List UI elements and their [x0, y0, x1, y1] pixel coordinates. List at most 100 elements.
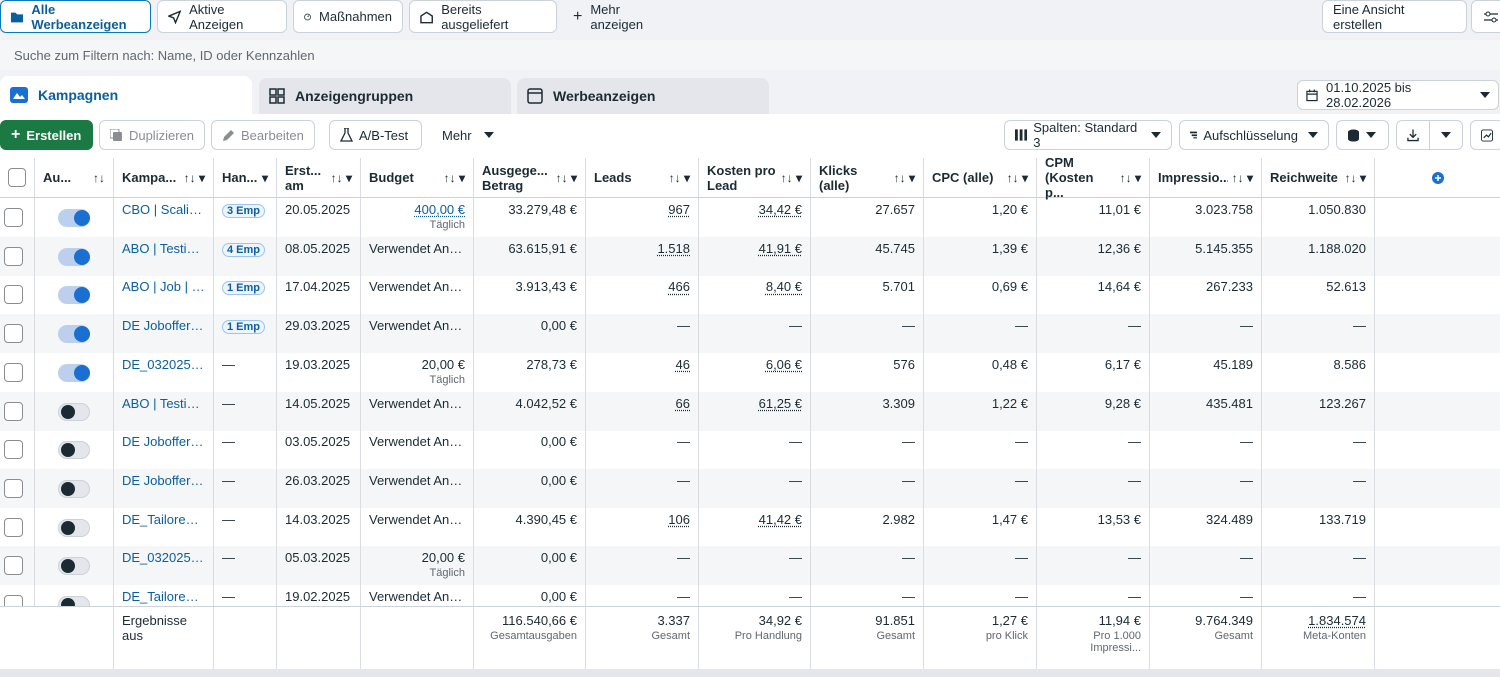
recommendation-badge[interactable]: 1 Emp — [222, 320, 265, 334]
column-header-status[interactable]: Au... ↑↓ — [35, 158, 114, 198]
row-checkbox[interactable] — [4, 324, 23, 343]
table-row[interactable]: ABO | Testing... 4 Emp Verwendet Anz... 08.… — [0, 237, 1500, 276]
table-row[interactable]: DE_032025_... — 20,00 € Täglich 19.03.2025 27… — [0, 353, 1500, 392]
cpm-value: 6,17 € — [1105, 357, 1141, 372]
column-header-cost-per-lead[interactable]: Kosten pro Lead ↑↓ ▾ — [699, 158, 811, 198]
row-checkbox[interactable] — [4, 208, 23, 227]
column-header-spent[interactable]: Ausgege... Betrag ↑↓ ▾ — [474, 158, 586, 198]
status-toggle[interactable] — [58, 286, 90, 304]
more-button[interactable]: Mehr — [432, 120, 502, 150]
table-row[interactable]: DE Joboffer -... — Verwendet Anz... 26.03.2… — [0, 469, 1500, 508]
column-header-campaign[interactable]: Kampa... ↑↓ ▾ — [114, 158, 214, 198]
row-checkbox[interactable] — [4, 440, 23, 459]
date-range-picker[interactable]: 01.10.2025 bis 28.02.2026 — [1297, 80, 1499, 110]
cpl-value: 34,42 € — [759, 202, 802, 217]
edit-button[interactable]: Bearbeiten — [211, 120, 315, 150]
campaign-name-link[interactable]: ABO | Testing... — [114, 237, 214, 276]
status-toggle[interactable] — [58, 519, 90, 537]
pencil-icon — [222, 129, 235, 142]
status-toggle[interactable] — [58, 441, 90, 459]
recommendation-badge[interactable]: 3 Emp — [222, 204, 265, 218]
campaign-name-link[interactable]: DE Joboffer -... — [114, 469, 214, 508]
tab-delivered[interactable]: Bereits ausgeliefert — [409, 0, 557, 33]
tab-ads[interactable]: Werbeanzeigen — [517, 78, 769, 114]
footer-reach: 1.834.574 Meta-Konten — [1262, 607, 1375, 671]
row-checkbox[interactable] — [4, 247, 23, 266]
add-column-button[interactable] — [1375, 158, 1500, 198]
tab-all-ads[interactable]: Alle Werbeanzeigen — [0, 0, 151, 33]
column-header-clicks[interactable]: Klicks (alle) ↑↓ ▾ — [811, 158, 924, 198]
status-toggle[interactable] — [58, 364, 90, 382]
status-toggle[interactable] — [58, 403, 90, 421]
row-checkbox[interactable] — [4, 285, 23, 304]
create-button[interactable]: + Erstellen — [0, 120, 93, 150]
campaign-name-link[interactable]: ABO | Testing... — [114, 392, 214, 431]
status-toggle[interactable] — [58, 209, 90, 227]
campaign-name-link[interactable]: DE_Tailored l... — [114, 508, 214, 547]
chart-view-button[interactable] — [1470, 120, 1500, 150]
cpc-value: 1,22 € — [992, 396, 1028, 411]
status-toggle[interactable] — [58, 480, 90, 498]
create-view-button[interactable]: Eine Ansicht erstellen — [1322, 0, 1467, 33]
campaign-name-link[interactable]: DE_032025_... — [114, 353, 214, 392]
campaign-name-link[interactable]: DE Joboffer -... — [114, 314, 214, 353]
cpm-cell: 9,28 € — [1037, 392, 1150, 431]
campaign-name-link[interactable]: ABO | Job | N... — [114, 275, 214, 314]
campaign-name-link[interactable]: CBO | Scaling... — [114, 198, 214, 237]
export-button[interactable] — [1396, 120, 1430, 150]
row-checkbox[interactable] — [4, 402, 23, 421]
cpl-value: — — [789, 473, 802, 488]
table-row[interactable]: DE Joboffer -... — Verwendet Anz... 03.05.2… — [0, 430, 1500, 469]
table-row[interactable]: ABO | Job | N... 1 Emp Verwendet Anz... 17.… — [0, 275, 1500, 314]
budget-cell: Verwendet Anz... — [361, 237, 474, 276]
column-header-reach[interactable]: Reichweite ↑↓ ▾ — [1262, 158, 1375, 198]
campaign-name-link[interactable]: DE Joboffer -... — [114, 430, 214, 469]
column-header-cpc[interactable]: CPC (alle) ↑↓ ▾ — [924, 158, 1037, 198]
status-toggle[interactable] — [58, 557, 90, 575]
footer-cpl: 34,92 € Pro Handlung — [699, 607, 811, 671]
campaign-name-link[interactable]: DE_032025_... — [114, 546, 214, 585]
sort-icon: ↑↓ ▾ — [184, 171, 205, 185]
column-header-created[interactable]: Erst... am ↑↓ ▾ — [277, 158, 361, 198]
column-header-impressions[interactable]: Impressio... ↑↓ ▾ — [1150, 158, 1262, 198]
column-header-cpm[interactable]: CPM (Kosten p... ↑↓ ▾ — [1037, 158, 1150, 198]
empty-cell — [1375, 508, 1500, 547]
footer-impressions: 9.764.349 Gesamt — [1150, 607, 1262, 671]
leads-cell: 1.518 — [586, 237, 699, 276]
ab-test-button[interactable]: A/B-Test — [329, 120, 422, 150]
cpl-cell: — — [699, 469, 811, 508]
row-checkbox[interactable] — [4, 363, 23, 382]
horizontal-scrollbar[interactable] — [0, 669, 1500, 677]
table-row[interactable]: DE_032025_... —20,00 € Täglich 05.03.2025 0,… — [0, 546, 1500, 585]
table-row[interactable]: DE_Tailored l... — Verwendet Anz... 14.03.2… — [0, 508, 1500, 547]
export-dropdown[interactable] — [1429, 120, 1463, 150]
table-row[interactable]: ABO | Testing... — Verwendet Anz... 14.05.2… — [0, 392, 1500, 431]
table-row[interactable]: CBO | Scaling... 3 Emp 400,00 € Täglich 20.0… — [0, 198, 1500, 237]
recommendation-badge[interactable]: 1 Emp — [222, 281, 265, 295]
reports-dropdown[interactable] — [1336, 120, 1389, 150]
row-checkbox[interactable] — [4, 556, 23, 575]
columns-button[interactable]: Spalten: Standard 3 — [1004, 120, 1172, 150]
column-header-leads[interactable]: Leads ↑↓ ▾ — [586, 158, 699, 198]
select-all-checkbox[interactable] — [8, 168, 26, 187]
budget-value: Verwendet Anz... — [369, 279, 467, 294]
leads-cell: — — [586, 430, 699, 469]
table-row[interactable]: DE Joboffer -... 1 Emp Verwendet Anz... 29.… — [0, 314, 1500, 353]
breakdown-button[interactable]: Aufschlüsselung — [1179, 120, 1329, 150]
tab-active-ads[interactable]: Aktive Anzeigen — [157, 0, 287, 33]
status-toggle[interactable] — [58, 248, 90, 266]
status-toggle[interactable] — [58, 325, 90, 343]
tab-campaigns[interactable]: Kampagnen — [0, 76, 252, 114]
tab-adsets[interactable]: Anzeigengruppen — [259, 78, 511, 114]
search-input[interactable]: Suche zum Filtern nach: Name, ID oder Ke… — [0, 40, 1500, 70]
row-checkbox[interactable] — [4, 479, 23, 498]
recommendation-badge[interactable]: 4 Emp — [222, 243, 265, 257]
row-checkbox[interactable] — [4, 518, 23, 537]
cpc-value: — — [1015, 589, 1028, 604]
column-header-budget[interactable]: Budget ↑↓ ▾ — [361, 158, 474, 198]
tab-actions[interactable]: Maßnahmen — [293, 0, 403, 33]
column-header-actions[interactable]: Han... ▾ — [214, 158, 277, 198]
duplicate-button[interactable]: Duplizieren — [99, 120, 205, 150]
view-settings-button[interactable] — [1471, 0, 1500, 33]
show-more-button[interactable]: + Mehr anzeigen — [563, 0, 683, 33]
